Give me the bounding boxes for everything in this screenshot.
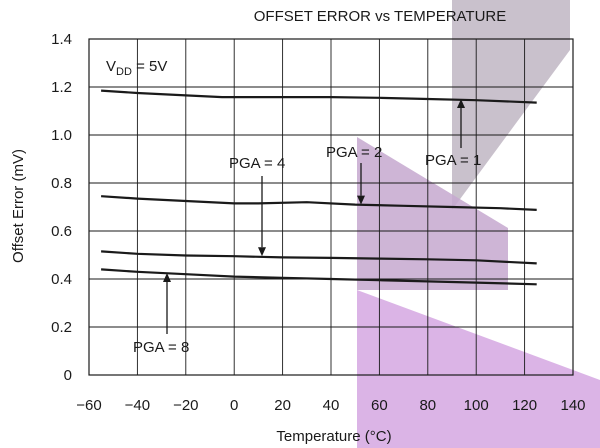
y-tick-label: 0.6 xyxy=(51,223,72,240)
condition-label-rest: = 5V xyxy=(132,58,167,75)
x-tick-label: 100 xyxy=(464,397,489,414)
tick-labels: −60 −40 −20 0 20 40 60 80 100 120 140 0 0.2 0.4 0.6 0.8… xyxy=(51,31,585,414)
watermark-logo xyxy=(357,0,600,448)
grid xyxy=(89,39,573,375)
series-line-4 xyxy=(101,268,537,286)
x-tick-label: −40 xyxy=(125,397,150,414)
watermark-gray-shape xyxy=(452,0,570,210)
series-line-3 xyxy=(101,250,537,265)
x-tick-label: 120 xyxy=(512,397,537,414)
watermark-purple-top-shape xyxy=(357,137,508,290)
chart-title: OFFSET ERROR vs TEMPERATURE xyxy=(254,8,507,25)
series-line-2 xyxy=(101,195,537,211)
x-tick-label: −20 xyxy=(173,397,198,414)
x-tick-label: 140 xyxy=(560,397,585,414)
annotations: PGA = 1 PGA = 2 PGA = 4 PGA = 8 xyxy=(133,99,481,356)
annotation-label: PGA = 4 xyxy=(229,155,285,172)
annotation-label: PGA = 1 xyxy=(425,152,481,169)
x-tick-label: 40 xyxy=(323,397,340,414)
y-tick-label: 0.4 xyxy=(51,271,72,288)
x-tick-label: 60 xyxy=(371,397,388,414)
condition-label: VDD = 5V xyxy=(106,58,167,78)
y-tick-label: 0 xyxy=(64,367,72,384)
y-tick-label: 0.2 xyxy=(51,319,72,336)
y-tick-label: 1.4 xyxy=(51,31,72,48)
series-line-1 xyxy=(101,89,537,104)
watermark-purple-bottom-shape xyxy=(357,290,600,448)
y-axis-label: Offset Error (mV) xyxy=(10,149,27,263)
plot-frame xyxy=(88,38,574,376)
x-tick-label: 20 xyxy=(274,397,291,414)
annotation-label: PGA = 8 xyxy=(133,339,189,356)
condition-label-main: V xyxy=(106,58,116,75)
annotation-label: PGA = 2 xyxy=(326,144,382,161)
y-tick-label: 1.0 xyxy=(51,127,72,144)
x-tick-label: 0 xyxy=(230,397,238,414)
condition-label-sub: DD xyxy=(116,66,132,78)
x-tick-label: −60 xyxy=(76,397,101,414)
x-axis-label: Temperature (°C) xyxy=(276,428,391,445)
annotation-arrow-head xyxy=(258,247,266,257)
x-tick-label: 80 xyxy=(419,397,436,414)
annotation-arrow-head xyxy=(457,99,465,108)
annotation-arrow-head xyxy=(163,273,171,282)
annotation-arrow-head xyxy=(357,195,365,205)
series-lines xyxy=(101,89,537,286)
y-tick-label: 0.8 xyxy=(51,175,72,192)
y-tick-label: 1.2 xyxy=(51,79,72,96)
